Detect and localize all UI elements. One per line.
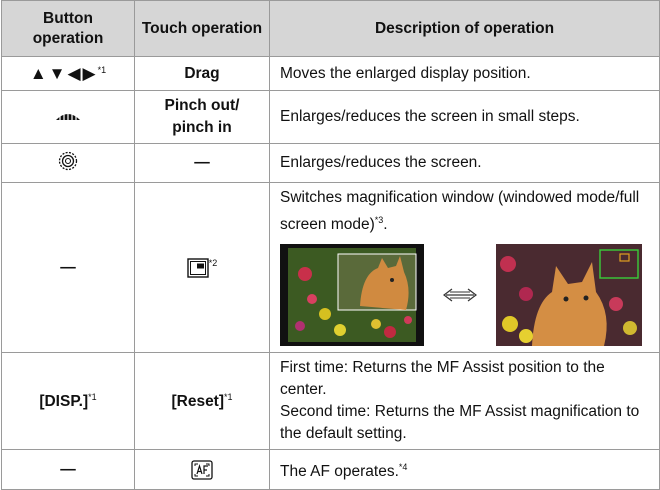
switch-arrow [443, 288, 477, 302]
button-text: [DISP.] [39, 392, 89, 410]
touch-cell: Pinch out/pinch in [134, 90, 270, 144]
row: [DISP.]*1 [Reset]*1 First time: Returns … [1, 352, 660, 450]
touch-text: [Reset] [171, 392, 225, 410]
description-text: The AF operates. [280, 463, 399, 480]
af-icon [191, 459, 213, 480]
button-cell: — [1, 182, 135, 353]
description-cell: The AF operates.*4 [269, 449, 660, 490]
touch-cell: [Reset]*1 [134, 352, 270, 450]
touch-cell [134, 449, 270, 490]
row: — The AF operates.*4 [1, 449, 660, 490]
row: ▲▼◀▶*1 Drag Moves the enlarged display p… [1, 56, 660, 91]
button-cell: — [1, 449, 135, 490]
note: *1 [88, 391, 97, 402]
note: *1 [224, 391, 233, 402]
arrow-buttons: ▲▼◀▶ [29, 63, 98, 83]
note: *2 [208, 257, 218, 268]
header-cell: Button operation [1, 0, 135, 57]
row: Pinch out/pinch in Enlarges/reduces the … [1, 90, 660, 144]
example-images [280, 244, 649, 346]
description-cell: Enlarges/reduces the screen. [269, 143, 660, 183]
touch-line: pinch in [172, 119, 232, 136]
note: *4 [398, 462, 408, 472]
description-line: Second time: Returns the MF Assist magni… [280, 403, 640, 442]
header-row: Button operation Touch operation Descrip… [1, 0, 660, 57]
header-cell: Touch operation [134, 0, 270, 57]
windowed-mode-image [280, 244, 424, 346]
touch-cell: *2 [134, 182, 270, 353]
button-cell: [DISP.]*1 [1, 352, 135, 450]
window-icon [187, 257, 209, 278]
button-cell [1, 90, 135, 144]
note: *3 [374, 215, 384, 225]
description-cell: First time: Returns the MF Assist positi… [269, 352, 660, 450]
note: *1 [97, 64, 107, 75]
description-cell: Switches magnification window (windowed … [269, 182, 660, 353]
touch-cell: Drag [134, 56, 270, 91]
touch-line: Pinch out/ [164, 97, 240, 114]
full-screen-image [496, 244, 642, 346]
description-line: First time: Returns the MF Assist positi… [280, 359, 605, 398]
description-cell: Moves the enlarged display position. [269, 56, 660, 91]
button-cell [1, 143, 135, 183]
header-cell: Description of operation [269, 0, 660, 57]
description-cell: Enlarges/reduces the screen in small ste… [269, 90, 660, 144]
punctuation: . [383, 216, 388, 233]
control-dial-icon [58, 151, 78, 170]
dial-icon [56, 110, 80, 120]
description-text: Switches magnification window (windowed … [280, 189, 640, 233]
button-cell: ▲▼◀▶*1 [1, 56, 135, 91]
row: — *2 Switches magnification window (wind… [1, 182, 660, 353]
touch-cell: — [134, 143, 270, 183]
row: — Enlarges/reduces the screen. [1, 143, 660, 183]
